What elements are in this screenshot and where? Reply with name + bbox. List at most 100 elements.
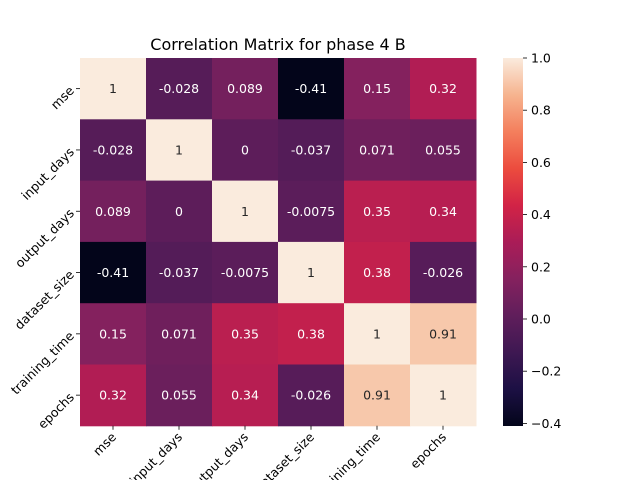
- colorbar: −0.4 −0.2 0.0 0.2 0.4 0.6 0.8 1.0: [503, 51, 561, 431]
- heatmap-cell: [80, 58, 147, 120]
- cell-value-label: 0.089: [95, 204, 131, 219]
- heatmap-cell: [146, 303, 213, 365]
- heatmap-cell: [278, 180, 345, 243]
- colorbar-tick-label: 1.0: [531, 51, 551, 66]
- cell-value-label: 1: [439, 388, 447, 403]
- colorbar-gradient: [503, 58, 523, 426]
- cell-value-label: -0.028: [93, 142, 133, 157]
- heatmap-cell: [80, 364, 147, 427]
- heatmap-cell: [344, 364, 411, 427]
- cell-value-label: -0.037: [159, 265, 199, 280]
- heatmap-cell: [146, 364, 213, 427]
- heatmap-cell: [344, 58, 411, 120]
- colorbar-tick-label: −0.4: [531, 416, 561, 431]
- cell-value-label: -0.41: [97, 265, 129, 280]
- y-tick-label: output_days: [12, 206, 77, 271]
- heatmap-cell: [410, 180, 477, 243]
- heatmap-cell: [344, 303, 411, 365]
- heatmap-cell: [80, 303, 147, 365]
- cell-value-label: -0.026: [291, 388, 331, 403]
- colorbar-tick-label: 0.8: [531, 103, 551, 118]
- cell-value-label: 0.32: [429, 81, 457, 96]
- heatmap-cell: [212, 119, 279, 182]
- cell-value-label: 0.91: [363, 388, 391, 403]
- heatmap-cell: [410, 241, 477, 304]
- heatmap-cell: [278, 364, 345, 427]
- heatmap-cell: [146, 241, 213, 304]
- cell-value-label: 0.055: [161, 388, 197, 403]
- heatmap-cell: [146, 58, 213, 120]
- heatmap-cell: [146, 180, 213, 243]
- cell-value-label: 0.38: [297, 326, 325, 341]
- cell-value-label: -0.41: [295, 81, 327, 96]
- x-tick-label: input_days: [126, 429, 185, 480]
- y-tick-label: dataset_size: [11, 267, 77, 333]
- cell-value-label: -0.0075: [221, 265, 269, 280]
- heatmap-cell: [278, 303, 345, 365]
- heatmap-cell: [146, 119, 213, 182]
- y-axis: mse input_daysoutput_daysdataset_sizetrai…: [8, 83, 80, 432]
- cell-value-label: 0.35: [231, 326, 259, 341]
- y-tick-label: input_days: [18, 144, 77, 203]
- cell-value-label: 0: [175, 204, 183, 219]
- heatmap-cell: [80, 180, 147, 243]
- heatmap-cell: [410, 303, 477, 365]
- cell-value-label: 0: [241, 142, 249, 157]
- cell-value-label: 1: [307, 265, 315, 280]
- cell-value-label: 0.35: [363, 204, 391, 219]
- x-axis: mse input_days output_days dataset_sizetrai…: [90, 425, 449, 480]
- cell-value-label: 0.91: [429, 326, 457, 341]
- heatmap-cell-labels: 1 -0.028 0.089 -0.41 0.15 0.32 -0.028 1 0 -0.037 0…: [93, 81, 463, 403]
- cell-value-label: 1: [373, 326, 381, 341]
- heatmap-cell: [278, 58, 345, 120]
- cell-value-label: 0.15: [363, 81, 391, 96]
- cell-value-label: 0.15: [99, 326, 127, 341]
- heatmap-cell: [410, 58, 477, 120]
- x-tick-label: dataset_size: [252, 429, 318, 480]
- chart-title: Correlation Matrix for phase 4 B: [150, 35, 405, 54]
- cell-value-label: -0.026: [423, 265, 463, 280]
- cell-value-label: 1: [109, 81, 117, 96]
- heatmap-cell: [278, 119, 345, 182]
- cell-value-label: 0.071: [161, 326, 197, 341]
- heatmap-cell: [212, 303, 279, 365]
- heatmap-cell: [212, 364, 279, 427]
- cell-value-label: -0.0075: [287, 204, 335, 219]
- colorbar-tick-label: 0.0: [531, 311, 551, 326]
- colorbar-tick-label: 0.2: [531, 259, 551, 274]
- heatmap-cell: [410, 364, 477, 427]
- cell-value-label: 1: [175, 142, 183, 157]
- cell-value-label: 0.089: [227, 81, 263, 96]
- y-tick-label: epochs: [35, 389, 77, 431]
- cell-value-label: -0.028: [159, 81, 199, 96]
- y-tick-label: training_time: [8, 328, 77, 397]
- heatmap-cell: [212, 58, 279, 120]
- colorbar-tick-label: 0.4: [531, 207, 551, 222]
- heatmap-cell: [80, 241, 147, 304]
- cell-value-label: 0.38: [363, 265, 391, 280]
- x-tick-label: mse: [90, 429, 119, 458]
- cell-value-label: -0.037: [291, 142, 331, 157]
- x-tick-label: output_days: [186, 429, 251, 480]
- cell-value-label: 1: [241, 204, 249, 219]
- x-tick-label: training_time: [314, 429, 383, 480]
- heatmap-cell: [410, 119, 477, 182]
- colorbar-tick-label: −0.2: [531, 364, 561, 379]
- cell-value-label: 0.34: [231, 388, 259, 403]
- cell-value-label: 0.34: [429, 204, 457, 219]
- heatmap-cell: [344, 241, 411, 304]
- x-tick-label: epochs: [407, 429, 449, 471]
- colorbar-tick-label: 0.6: [531, 155, 551, 170]
- heatmap-cell: [80, 119, 147, 182]
- cell-value-label: 0.32: [99, 388, 127, 403]
- cell-value-label: 0.071: [359, 142, 395, 157]
- heatmap-cells: [80, 58, 477, 427]
- heatmap-cell: [278, 241, 345, 304]
- heatmap-cell: [344, 180, 411, 243]
- heatmap-cell: [344, 119, 411, 182]
- y-tick-label: mse: [48, 83, 77, 112]
- heatmap-cell: [212, 241, 279, 304]
- cell-value-label: 0.055: [425, 142, 461, 157]
- heatmap-cell: [212, 180, 279, 243]
